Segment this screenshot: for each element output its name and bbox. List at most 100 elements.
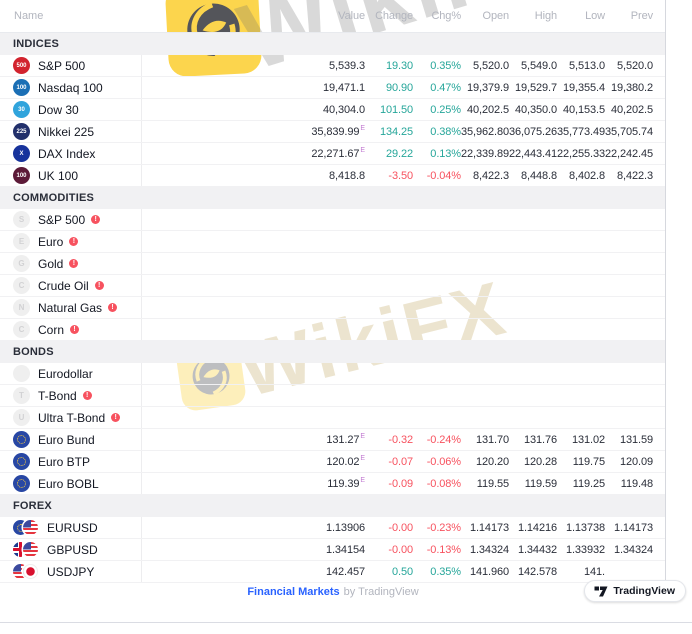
high-cell: 1.14216 [517, 521, 557, 534]
row-euro-bund[interactable]: Euro Bund 131.27E -0.32 -0.24% 131.70 131.76 1… [0, 429, 665, 451]
open-cell: 120.20 [475, 455, 509, 468]
row-eurusd[interactable]: EURUSD 1.13906 -0.00 -0.23% 1.14173 1.14216 1.… [0, 517, 665, 539]
high-cell: 142.578 [517, 565, 557, 578]
low-cell: 35,773.49 [557, 125, 606, 138]
symbol-cell-euro-bund: Euro Bund [0, 429, 142, 450]
warning-icon: ! [70, 325, 80, 334]
section-header-commodities: COMMODITIES [0, 187, 665, 209]
open-cell: 8,422.3 [472, 169, 509, 182]
row-natural-gas[interactable]: N Natural Gas! [0, 297, 665, 319]
row-nikkei225[interactable]: 225 Nikkei 225 35,839.99E 134.25 0.38% 35,962… [0, 121, 665, 143]
financial-markets-link[interactable]: Financial Markets [247, 585, 340, 598]
value-cell: 1.13906 [325, 521, 365, 534]
natural-gas-icon: N [13, 299, 30, 316]
symbol-name: Nikkei 225 [38, 124, 95, 139]
dow30-icon: 30 [13, 101, 30, 118]
value-cell: 142.457 [325, 565, 365, 578]
symbol-name: Natural Gas [38, 300, 103, 315]
prev-cell: 1.14173 [613, 521, 653, 534]
open-cell: 131.70 [475, 433, 509, 446]
symbol-cell-nikkei225: 225 Nikkei 225 [0, 121, 142, 142]
warning-icon: ! [82, 391, 92, 400]
row-usdjpy[interactable]: USDJPY 142.457 0.50 0.35% 141.960 142.578 141. [0, 561, 665, 583]
symbol-name: Ultra T-Bond [38, 410, 106, 425]
row-ultra-t-bond[interactable]: U Ultra T-Bond! [0, 407, 665, 429]
row-t-bond[interactable]: T T-Bond! [0, 385, 665, 407]
prev-cell: 35,705.74 [605, 125, 654, 138]
symbol-name: T-Bond [38, 388, 77, 403]
row-euro-btp[interactable]: Euro BTP 120.02E -0.07 -0.06% 120.20 120.28 11… [0, 451, 665, 473]
change-cell: -0.00 [388, 521, 413, 534]
symbol-cell-euro-bobl: Euro BOBL [0, 473, 142, 494]
open-cell: 5,520.0 [472, 59, 509, 72]
symbol-name: USDJPY [47, 564, 95, 579]
row-corn[interactable]: C Corn! [0, 319, 665, 341]
warning-icon: ! [94, 281, 104, 290]
prev-cell: 120.09 [619, 455, 653, 468]
symbol-cell-gold: G Gold! [0, 253, 142, 274]
symbol-name: Corn [38, 322, 65, 337]
value-cell: 40,304.0 [322, 103, 365, 116]
symbol-cell-euro-fut: E Euro! [0, 231, 142, 252]
symbol-name: Gold [38, 256, 64, 271]
eu-stars-ring [17, 457, 26, 466]
row-dow30[interactable]: 30 Dow 30 40,304.0 101.50 0.25% 40,202.5 40,35… [0, 99, 665, 121]
open-cell: 119.55 [476, 477, 509, 490]
delayed-data-marker: E [360, 146, 365, 154]
row-euro-fut[interactable]: E Euro! [0, 231, 665, 253]
symbol-cell-eurodollar: Eurodollar [0, 363, 142, 384]
chg-pct-cell: -0.24% [426, 433, 461, 446]
row-gbpusd[interactable]: GBPUSD 1.34154 -0.00 -0.13% 1.34324 1.34432 1.… [0, 539, 665, 561]
prev-cell: 40,202.5 [610, 103, 653, 116]
row-crude-oil[interactable]: C Crude Oil! [0, 275, 665, 297]
symbol-cell-ultra-t-bond: U Ultra T-Bond! [0, 407, 142, 428]
row-sp500-fut[interactable]: S S&P 500! [0, 209, 665, 231]
open-cell: 22,339.89 [461, 147, 510, 160]
open-cell: 35,962.80 [461, 125, 510, 138]
row-nasdaq100[interactable]: 100 Nasdaq 100 19,471.1 90.90 0.47% 19,379.9 1… [0, 77, 665, 99]
row-gold[interactable]: G Gold! [0, 253, 665, 275]
tradingview-badge-label: TradingView [613, 585, 675, 597]
widget-footer: Financial Markets by TradingView [0, 583, 666, 600]
symbol-cell-dow30: 30 Dow 30 [0, 99, 142, 120]
chg-pct-cell: -0.06% [426, 455, 461, 468]
symbol-name: Euro BTP [38, 454, 91, 469]
change-cell: -3.50 [388, 169, 413, 182]
prev-cell: 8,422.3 [616, 169, 653, 182]
row-uk100[interactable]: 100 UK 100 8,418.8 -3.50 -0.04% 8,422.3 8,448.… [0, 165, 665, 187]
low-cell: 19,355.4 [562, 81, 605, 94]
symbol-name: DAX Index [38, 146, 96, 161]
high-cell: 5,549.0 [520, 59, 557, 72]
row-euro-bobl[interactable]: Euro BOBL 119.39E -0.09 -0.08% 119.55 119.59 1… [0, 473, 665, 495]
change-cell: 19.30 [385, 59, 413, 72]
value-cell: 1.34154 [325, 543, 365, 556]
row-sp500[interactable]: 500 S&P 500 5,539.3 19.30 0.35% 5,520.0 5,549.… [0, 55, 665, 77]
row-dax[interactable]: X DAX Index 22,271.67E 29.22 0.13% 22,339.89 2… [0, 143, 665, 165]
prev-cell: 5,520.0 [616, 59, 653, 72]
tradingview-attribution-badge[interactable]: TradingView [584, 580, 686, 602]
symbol-cell-euro-btp: Euro BTP [0, 451, 142, 472]
delayed-data-marker: E [360, 476, 365, 484]
chg-pct-cell: -0.13% [426, 543, 461, 556]
symbol-cell-sp500: 500 S&P 500 [0, 55, 142, 76]
low-cell: 141. [583, 565, 605, 578]
symbol-name: EURUSD [47, 520, 98, 535]
symbol-name: Eurodollar [38, 366, 93, 381]
t-bond-icon: T [13, 387, 30, 404]
warning-icon: ! [108, 303, 118, 312]
low-cell: 5,513.0 [568, 59, 605, 72]
row-eurodollar[interactable]: Eurodollar [0, 363, 665, 385]
change-cell: 101.50 [379, 103, 413, 116]
symbol-cell-uk100: 100 UK 100 [0, 165, 142, 186]
column-header-chg: Chg% [431, 10, 461, 22]
symbol-name: Crude Oil [38, 278, 89, 293]
prev-cell: 22,242.45 [605, 147, 654, 160]
high-cell: 120.28 [523, 455, 557, 468]
chg-pct-cell: 0.35% [430, 565, 461, 578]
low-cell: 1.33932 [565, 543, 605, 556]
high-cell: 40,350.0 [514, 103, 557, 116]
high-cell: 19,529.7 [514, 81, 557, 94]
widget-bottom-border [0, 622, 692, 623]
corn-icon: C [13, 321, 30, 338]
open-cell: 1.34324 [469, 543, 509, 556]
